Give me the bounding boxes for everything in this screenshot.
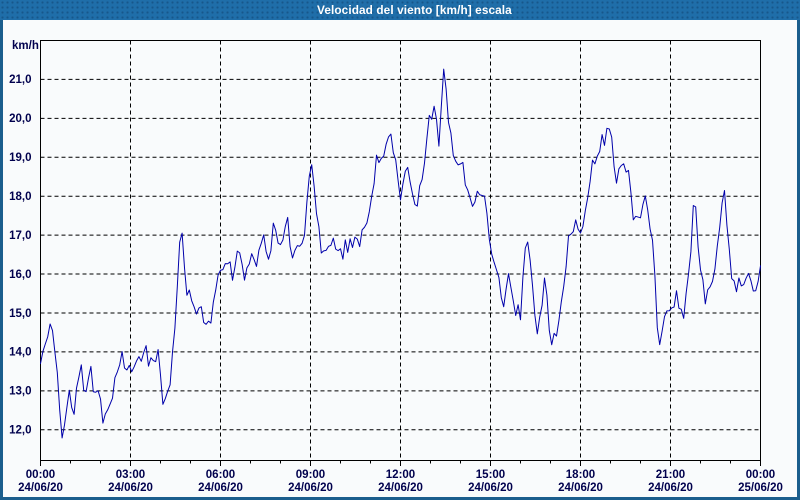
svg-text:14,0: 14,0 [9, 347, 31, 359]
svg-text:18:00: 18:00 [566, 469, 595, 481]
svg-text:20,0: 20,0 [9, 113, 31, 125]
svg-text:12,0: 12,0 [9, 425, 31, 437]
svg-text:18,0: 18,0 [9, 191, 31, 203]
svg-text:24/06/20: 24/06/20 [198, 482, 243, 494]
svg-text:21,0: 21,0 [9, 74, 31, 86]
svg-text:24/06/20: 24/06/20 [18, 482, 63, 494]
svg-text:19,0: 19,0 [9, 152, 31, 164]
svg-text:24/06/20: 24/06/20 [648, 482, 693, 494]
svg-text:15:00: 15:00 [476, 469, 505, 481]
svg-text:24/06/20: 24/06/20 [108, 482, 153, 494]
svg-text:17,0: 17,0 [9, 230, 31, 242]
svg-text:00:00: 00:00 [26, 469, 55, 481]
svg-text:16,0: 16,0 [9, 269, 31, 281]
svg-text:13,0: 13,0 [9, 386, 31, 398]
svg-text:24/06/20: 24/06/20 [468, 482, 513, 494]
svg-text:09:00: 09:00 [296, 469, 325, 481]
svg-text:24/06/20: 24/06/20 [378, 482, 423, 494]
svg-text:24/06/20: 24/06/20 [288, 482, 333, 494]
svg-text:21:00: 21:00 [656, 469, 685, 481]
svg-text:24/06/20: 24/06/20 [558, 482, 603, 494]
svg-text:03:00: 03:00 [116, 469, 145, 481]
svg-text:00:00: 00:00 [746, 469, 775, 481]
svg-text:06:00: 06:00 [206, 469, 235, 481]
svg-text:25/06/20: 25/06/20 [738, 482, 783, 494]
svg-text:15,0: 15,0 [9, 308, 31, 320]
svg-text:12:00: 12:00 [386, 469, 415, 481]
